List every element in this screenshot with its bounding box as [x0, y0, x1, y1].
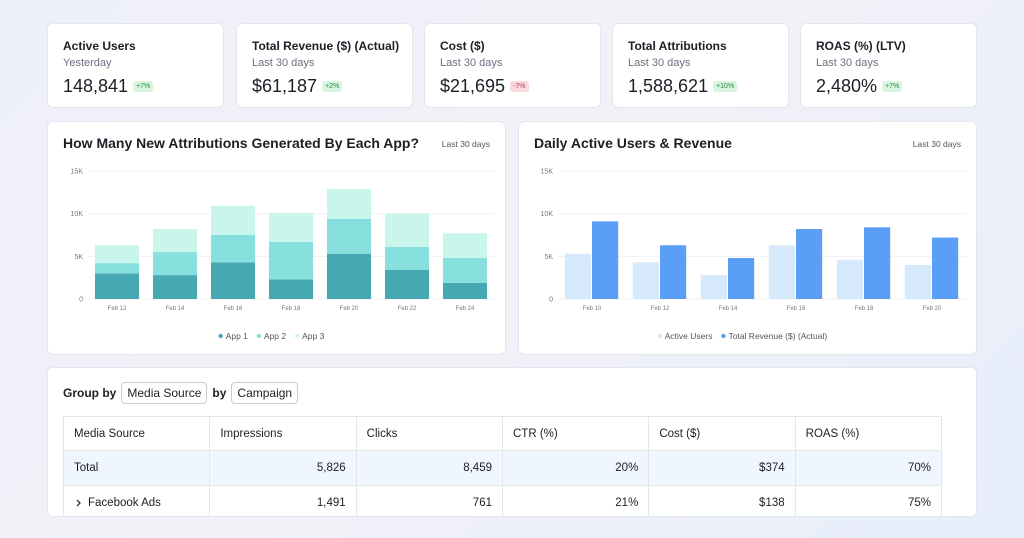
column-header: Cost ($): [648, 416, 796, 451]
label: Group by: [63, 386, 117, 400]
change-badge: +7%: [133, 81, 154, 92]
kpi-value-row: 1,588,621 +10%: [628, 76, 738, 97]
cell-text: $374: [759, 462, 785, 474]
table-cell: 70%: [794, 450, 943, 486]
table-cell: $374: [648, 450, 796, 486]
kpi-value: 148,841: [63, 76, 129, 96]
kpi-card: Active Users Yesterday 148,841 +7%: [47, 23, 224, 108]
table-cell: 75%: [794, 485, 943, 516]
table-cell: 8,459: [355, 450, 503, 486]
kpi-subtitle: Last 30 days: [252, 57, 315, 69]
table-cell: Total: [62, 450, 211, 486]
column-header: Impressions: [209, 416, 357, 451]
table-row[interactable]: Facebook Ads 1,491 761 21% $138 75%: [62, 485, 943, 516]
change-badge: -7%: [510, 81, 529, 92]
kpi-card: Total Revenue ($) (Actual) Last 30 days $6…: [236, 23, 413, 108]
expand-icon[interactable]: [74, 498, 88, 508]
chart-card: [518, 121, 977, 355]
cell-text: 21%: [615, 497, 639, 509]
cell-text: 70%: [907, 462, 931, 474]
table-cell: 761: [355, 485, 503, 516]
kpi-title: Cost ($): [440, 39, 485, 53]
table-cell: Facebook Ads: [62, 485, 211, 516]
kpi-value-row: 2,480% +7%: [816, 76, 903, 97]
cell-text: 761: [472, 497, 492, 509]
table-row: Total 5,826 8,459 20% $374 70%: [62, 450, 943, 486]
chart-card: [47, 121, 506, 355]
table-cell: 21%: [501, 485, 650, 516]
change-badge: +7%: [882, 81, 903, 92]
kpi-value-row: $21,695 -7%: [440, 76, 529, 97]
kpi-subtitle: Last 30 days: [440, 57, 503, 69]
kpi-subtitle: Yesterday: [63, 57, 112, 69]
kpi-title: Active Users: [63, 39, 136, 53]
kpi-title: Total Attributions: [628, 39, 727, 53]
column-header: Media Source: [62, 416, 211, 451]
kpi-card: Total Attributions Last 30 days 1,588,621 +…: [612, 23, 789, 108]
table-cell: 5,826: [209, 450, 357, 486]
cell-text: 5,826: [316, 462, 346, 474]
column-header: ROAS (%): [794, 416, 943, 451]
kpi-value: 1,588,621: [628, 76, 709, 96]
change-badge: +2%: [322, 81, 343, 92]
kpi-card: ROAS (%) (LTV) Last 30 days 2,480% +7%: [800, 23, 977, 108]
cell-text: Facebook Ads: [88, 497, 161, 509]
kpi-value-row: 148,841 +7%: [63, 76, 154, 97]
kpi-value-row: $61,187 +2%: [252, 76, 343, 97]
table-cell: 20%: [501, 450, 650, 486]
table: Media Source Impressions Clicks CTR (%) Cost…: [62, 416, 943, 516]
kpi-title: ROAS (%) (LTV): [816, 39, 906, 53]
column-header: CTR (%): [501, 416, 650, 451]
cell-text: 75%: [907, 497, 931, 509]
kpi-title: Total Revenue ($) (Actual): [252, 39, 400, 53]
kpi-subtitle: Last 30 days: [816, 57, 879, 69]
kpi-subtitle: Last 30 days: [628, 57, 691, 69]
cell-text: Total: [74, 462, 99, 474]
kpi-card: Cost ($) Last 30 days $21,695 -7%: [424, 23, 601, 108]
column-header: Clicks: [355, 416, 503, 451]
cell-text: 1,491: [316, 497, 346, 509]
table-cell: $138: [648, 485, 796, 516]
kpi-value: $21,695: [440, 76, 506, 96]
table-card: Group by Media Source by Campaign Media …: [47, 367, 977, 517]
label: by: [212, 386, 227, 400]
table-cell: 1,491: [209, 485, 357, 516]
cell-text: 8,459: [463, 462, 492, 474]
kpi-value: 2,480%: [816, 76, 878, 96]
dropdown[interactable]: Campaign: [231, 382, 299, 404]
cell-text: $138: [759, 497, 785, 509]
toolbar: Group by Media Source by Campaign: [63, 382, 299, 404]
kpi-value: $61,187: [252, 76, 318, 96]
change-badge: +10%: [713, 81, 738, 92]
cell-text: 20%: [615, 462, 639, 474]
dropdown[interactable]: Media Source: [121, 382, 208, 404]
